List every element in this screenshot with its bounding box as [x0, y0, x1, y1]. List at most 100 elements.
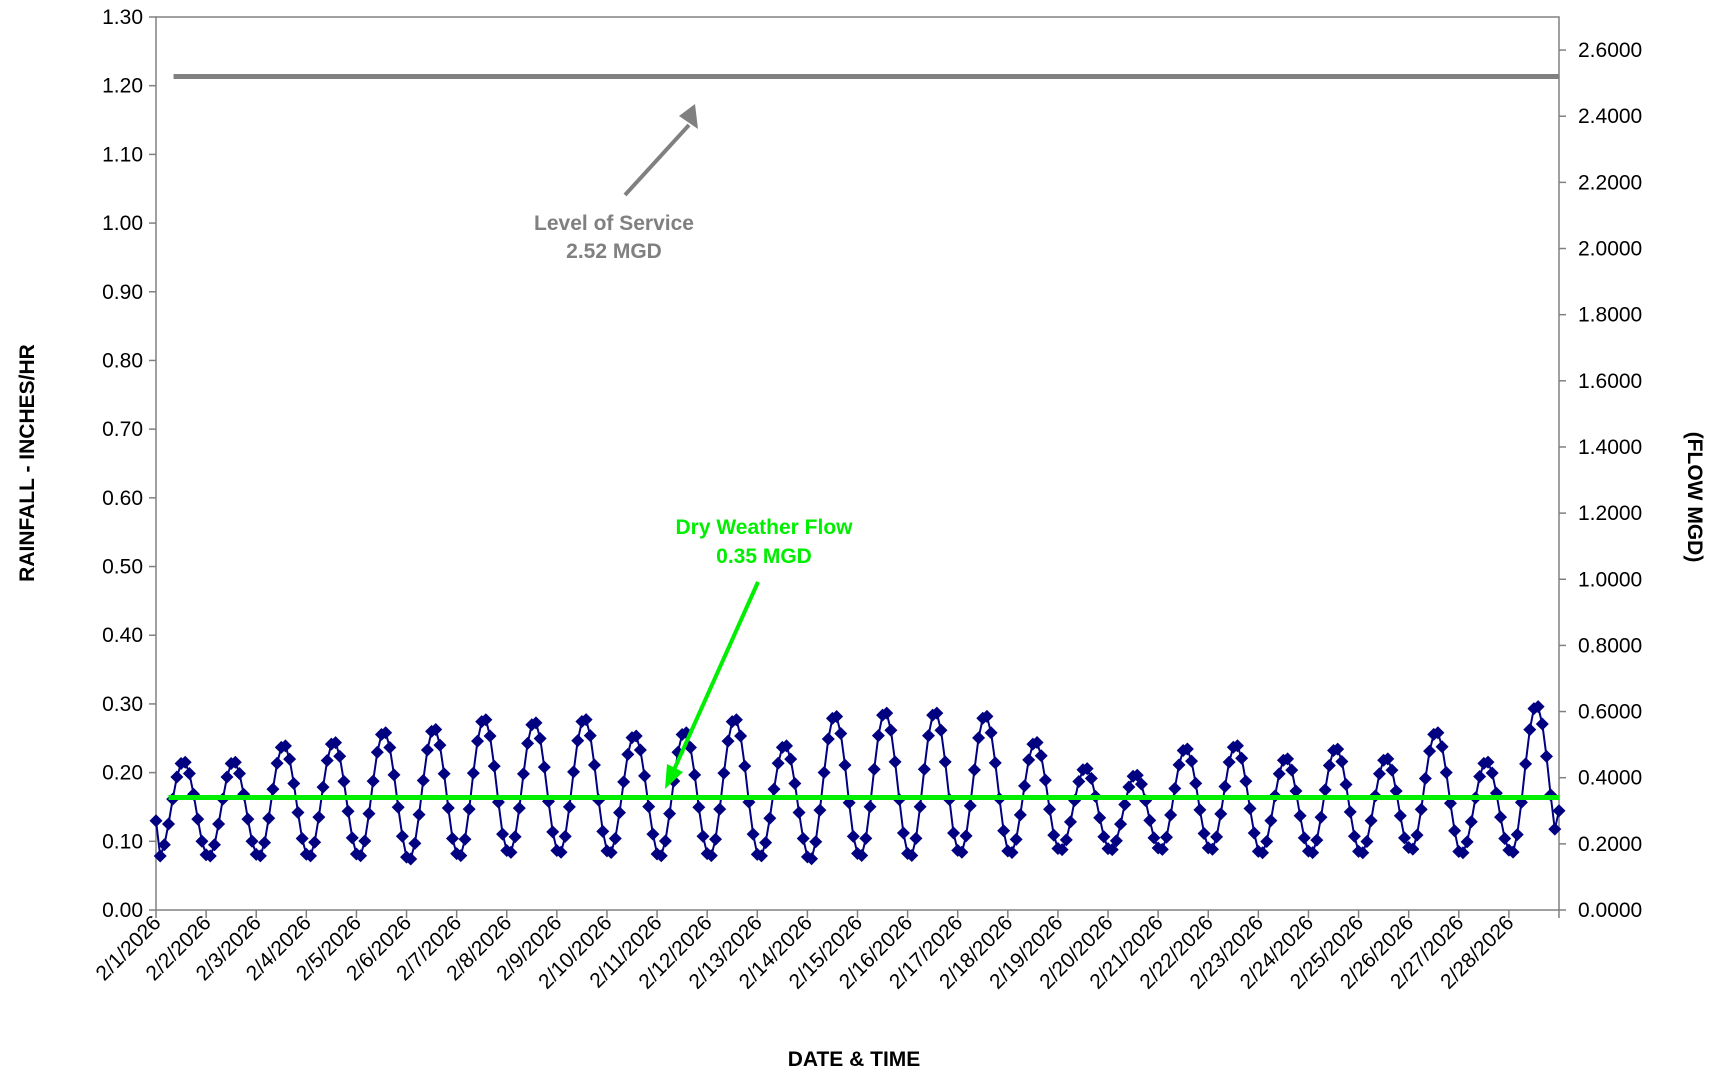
flow-point	[1243, 802, 1257, 816]
flow-point	[270, 756, 284, 770]
flow-point	[1043, 802, 1057, 816]
flow-point	[1414, 802, 1428, 816]
flow-point	[207, 838, 221, 852]
flow-point	[871, 729, 885, 743]
flow-point	[182, 766, 196, 780]
left-tick-label: 0.20	[102, 762, 143, 785]
y-axis-title-left: RAINFALL - INCHES/HR	[16, 344, 39, 582]
right-tick-label: 2.6000	[1578, 39, 1642, 62]
flow-point	[604, 845, 618, 859]
flow-point	[291, 806, 305, 820]
flow-point	[479, 713, 493, 727]
flow-point	[896, 826, 910, 840]
reference-lines	[168, 74, 1559, 801]
flow-point	[1439, 766, 1453, 780]
flow-point	[1030, 736, 1044, 750]
flow-point	[454, 849, 468, 863]
right-tick-label: 0.6000	[1578, 701, 1642, 724]
right-tick-label: 0.4000	[1578, 767, 1642, 790]
flow-point	[1406, 842, 1420, 856]
flow-point	[337, 774, 351, 788]
flow-point	[1072, 774, 1086, 788]
flow-point	[830, 709, 844, 723]
flow-point	[203, 849, 217, 863]
flow-point	[462, 802, 476, 816]
flow-point	[1335, 755, 1349, 769]
flow-point	[642, 800, 656, 814]
flow-point	[1080, 762, 1094, 776]
flow-point	[1159, 830, 1173, 844]
flow-point	[1230, 739, 1244, 753]
right-tick-label: 1.4000	[1578, 436, 1642, 459]
left-tick-label: 0.50	[102, 556, 143, 579]
right-tick-label: 2.4000	[1578, 105, 1642, 128]
flow-point	[859, 831, 873, 845]
flow-point	[1385, 763, 1399, 777]
right-tick-label: 1.0000	[1578, 568, 1642, 591]
flow-point	[228, 755, 242, 769]
flow-point	[767, 782, 781, 796]
flow-point	[379, 726, 393, 740]
flow-point	[612, 806, 626, 820]
flow-point	[1297, 831, 1311, 845]
flow-point	[1193, 803, 1207, 817]
level-of-service-label: Level of Service	[534, 212, 694, 235]
flow-point	[1155, 842, 1169, 856]
flow-point	[383, 741, 397, 755]
flow-point	[362, 807, 376, 821]
flow-point	[621, 747, 635, 761]
flow-point	[278, 739, 292, 753]
flow-point	[1118, 798, 1132, 812]
flow-point	[1485, 766, 1499, 780]
flow-point	[696, 829, 710, 843]
flow-point	[458, 832, 472, 846]
flow-point	[821, 732, 835, 746]
x-axis-title: DATE & TIME	[788, 1048, 921, 1071]
flow-point	[1510, 828, 1524, 842]
flow-point	[433, 738, 447, 752]
flow-point	[1310, 833, 1324, 847]
flow-point	[1393, 809, 1407, 823]
flow-point	[558, 829, 572, 843]
flow-point	[884, 723, 898, 737]
flow-point	[709, 832, 723, 846]
flow-point	[1097, 830, 1111, 844]
flow-point	[1535, 717, 1549, 731]
flow-point	[1013, 808, 1027, 822]
flow-point	[266, 782, 280, 796]
left-tick-label: 0.30	[102, 693, 143, 716]
flow-point	[792, 806, 806, 820]
flow-point	[333, 749, 347, 763]
flow-point	[258, 836, 272, 850]
flow-point	[938, 755, 952, 769]
flow-point	[233, 766, 247, 780]
left-tick-label: 0.70	[102, 418, 143, 441]
flow-point	[496, 827, 510, 841]
flow-point	[1018, 779, 1032, 793]
flow-point	[416, 773, 430, 787]
flow-point	[583, 729, 597, 743]
flow-point	[813, 803, 827, 817]
flow-point	[1134, 777, 1148, 791]
flow-point	[1109, 834, 1123, 848]
flow-point	[178, 755, 192, 769]
flow-point	[1523, 723, 1537, 737]
flow-point	[253, 849, 267, 863]
right-tick-label: 2.2000	[1578, 171, 1642, 194]
flow-point	[629, 729, 643, 743]
flow-point	[972, 731, 986, 745]
flow-point	[512, 801, 526, 815]
flow-point	[195, 834, 209, 848]
flow-point	[1164, 808, 1178, 822]
flow-point	[1473, 769, 1487, 783]
right-tick-label: 1.8000	[1578, 304, 1642, 327]
flow-point	[1114, 817, 1128, 831]
flow-point	[387, 768, 401, 782]
right-y-axis: 0.0000 0.2000 0.4000 0.6000 0.8000 1.0000 1.20…	[1559, 39, 1642, 922]
flow-point	[692, 800, 706, 814]
flow-point	[1084, 771, 1098, 785]
flow-point	[571, 734, 585, 748]
flow-point	[1347, 829, 1361, 843]
flow-point	[1364, 814, 1378, 828]
flow-point	[984, 726, 998, 740]
